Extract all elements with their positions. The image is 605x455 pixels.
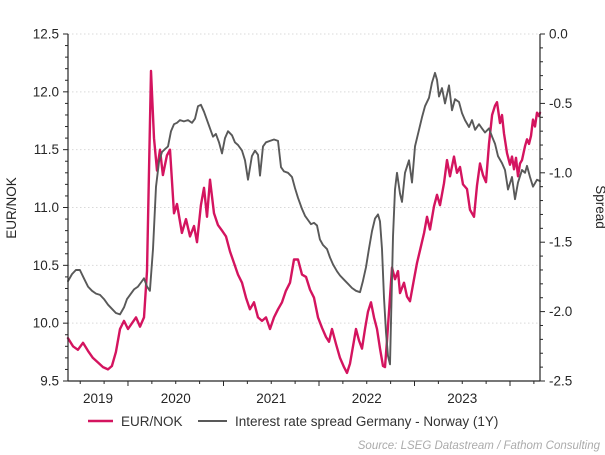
svg-text:11.0: 11.0 xyxy=(34,200,59,215)
series-spread xyxy=(67,71,541,366)
svg-text:2023: 2023 xyxy=(447,391,477,406)
svg-text:-2.5: -2.5 xyxy=(549,374,572,389)
svg-text:11.5: 11.5 xyxy=(34,142,59,157)
tick-labels: 12.5 12.0 11.5 11.0 10.5 10.0 9.5 0.0 -0.5 -1.0 -1… xyxy=(33,27,573,407)
left-axis-title: EUR/NOK xyxy=(4,177,19,239)
legend-label-spread: Interest rate spread Germany - Norway (1… xyxy=(235,414,498,429)
gridlines xyxy=(68,33,540,324)
series-eurnok xyxy=(66,69,542,375)
svg-text:10.5: 10.5 xyxy=(33,258,59,273)
legend: EUR/NOK Interest rate spread Germany - N… xyxy=(88,414,498,429)
svg-text:2020: 2020 xyxy=(161,391,191,406)
svg-text:12.5: 12.5 xyxy=(33,27,59,42)
svg-text:2022: 2022 xyxy=(352,391,382,406)
svg-text:2021: 2021 xyxy=(256,391,286,406)
svg-text:-1.5: -1.5 xyxy=(549,235,572,250)
svg-text:12.0: 12.0 xyxy=(33,84,59,99)
svg-text:-2.0: -2.0 xyxy=(549,304,572,319)
data-series xyxy=(66,69,542,375)
svg-text:2019: 2019 xyxy=(83,391,113,406)
source-note: Source: LSEG Datastream / Fathom Consult… xyxy=(358,440,601,452)
svg-text:-1.0: -1.0 xyxy=(549,165,572,180)
axes xyxy=(63,33,545,386)
svg-text:10.0: 10.0 xyxy=(33,316,59,331)
legend-label-eurnok: EUR/NOK xyxy=(121,414,183,429)
svg-text:9.5: 9.5 xyxy=(40,374,59,389)
right-axis-title: Spread xyxy=(593,185,605,229)
svg-text:-0.5: -0.5 xyxy=(549,96,572,111)
svg-text:0.0: 0.0 xyxy=(549,27,568,42)
